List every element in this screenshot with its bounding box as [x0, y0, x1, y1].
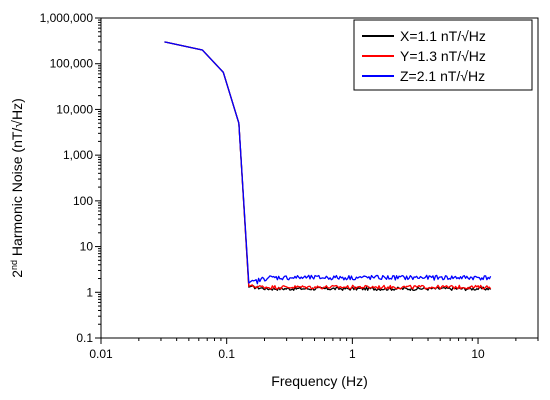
y-tick-label: 1: [86, 285, 93, 299]
y-tick-label: 10: [80, 240, 94, 254]
y-tick-label: 100: [73, 194, 93, 208]
x-tick-label: 10: [471, 347, 485, 361]
y-axis-title-prefix: 2: [9, 270, 25, 278]
y-tick-label: 1,000,000: [40, 11, 94, 25]
series-line-z: [164, 41, 492, 285]
plot-frame: [100, 17, 539, 339]
legend: X=1.1 nT/√Hz Y=1.3 nT/√Hz Z=2.1 nT/√Hz: [353, 19, 533, 91]
y-axis-title-suffix: Harmonic Noise (nT/√Hz): [9, 98, 25, 260]
y-axis: 1,000,000 100,000 10,000 1,000 100 10 1 0.1: [40, 11, 101, 345]
x-tick-label: 0.01: [89, 347, 113, 361]
y-tick-label: 0.1: [76, 331, 93, 345]
legend-label: X=1.1 nT/√Hz: [400, 28, 486, 44]
legend-label: Z=2.1 nT/√Hz: [400, 68, 485, 84]
y-axis-title: 2nd Harmonic Noise (nT/√Hz): [9, 98, 25, 278]
x-axis-title: Frequency (Hz): [271, 373, 367, 389]
x-axis: 0.01 0.1 1 10: [89, 338, 539, 361]
series-group: [164, 41, 492, 292]
series-line-x: [164, 41, 492, 292]
y-tick-label: 100,000: [50, 57, 94, 71]
y-tick-label: 1,000: [63, 148, 93, 162]
x-tick-label: 1: [349, 347, 356, 361]
y-tick-label: 10,000: [56, 102, 93, 116]
y-axis-title-superscript: nd: [9, 260, 19, 270]
legend-label: Y=1.3 nT/√Hz: [400, 48, 486, 64]
series-line-y: [164, 41, 492, 290]
x-tick-label: 0.1: [218, 347, 235, 361]
